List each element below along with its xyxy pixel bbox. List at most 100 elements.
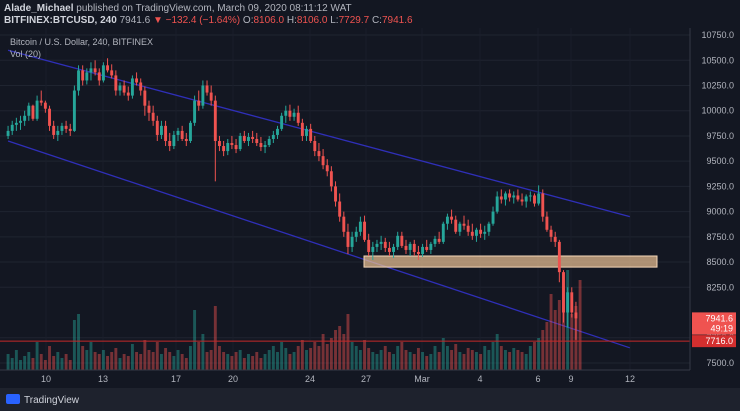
candle-body (305, 128, 308, 136)
candle-body (48, 108, 51, 126)
volume-bar (147, 350, 151, 370)
candle-body (508, 193, 512, 198)
volume-bar (81, 346, 85, 370)
volume-bar (466, 348, 470, 370)
candle-body (371, 246, 375, 252)
candle-body (392, 246, 396, 252)
candle-body (139, 82, 143, 91)
volume-bar (516, 350, 520, 370)
candle-body (218, 140, 221, 147)
volume-bar (48, 346, 51, 370)
volume-bar (458, 352, 462, 370)
volume-bar (504, 350, 507, 370)
candle-body (450, 216, 454, 220)
volume-bar (205, 352, 209, 370)
volume-bar (396, 346, 400, 370)
candle-body (499, 196, 503, 200)
volume-bar (89, 342, 93, 370)
volume-bar (19, 360, 22, 370)
candle-body (193, 100, 197, 123)
candle-body (209, 92, 213, 101)
volume-bar (570, 314, 574, 370)
candle-body (462, 223, 466, 226)
candle-body (354, 231, 358, 237)
candle-body (213, 100, 217, 141)
tradingview-mark-icon (6, 394, 20, 404)
price-chart[interactable]: 10750.0 10500.0 10250.0 10000.0 9750.0 9500.0… (0, 28, 740, 388)
candle-body (358, 221, 362, 232)
volume-bar (52, 356, 56, 370)
candle-body (574, 312, 578, 319)
volume-bar (101, 350, 105, 370)
volume-bar (292, 352, 296, 370)
support-zone (363, 255, 658, 268)
volume-bar (445, 346, 449, 370)
candle-body (570, 292, 574, 313)
candle-body (549, 229, 553, 237)
volume-bar (317, 346, 321, 370)
candle-body (470, 231, 474, 236)
candle-body (110, 70, 114, 76)
footer-bar: TradingView (0, 388, 740, 411)
volume-bar (379, 350, 383, 370)
x-tick-label: 10 (41, 374, 51, 384)
volume-bar (454, 344, 458, 370)
high-label: H: (286, 15, 297, 26)
price-change: ▼ −132.4 (−1.64%) (152, 15, 241, 26)
candle-body (114, 75, 118, 91)
candle-body (528, 195, 532, 197)
volume-bar (474, 352, 478, 370)
x-tick-label: 6 (535, 374, 540, 384)
close-label: C: (371, 15, 382, 26)
volume-bar (367, 348, 371, 370)
author-name[interactable]: Alade_Michael (4, 3, 74, 14)
volume-bar (97, 354, 101, 370)
volume-bar (93, 352, 97, 370)
volume-bar (408, 352, 412, 370)
candle-body (400, 235, 404, 246)
candle-body (441, 223, 445, 242)
volume-bar (421, 352, 425, 370)
volume-bar (400, 342, 404, 370)
candle-body (545, 216, 549, 230)
volume-bar (280, 342, 284, 370)
candle-body (296, 112, 300, 123)
volume-bar (288, 354, 292, 370)
candle-body (247, 136, 250, 141)
y-tick-label: 9750.0 (706, 131, 734, 141)
volume-bar (139, 354, 143, 370)
price-badge (692, 335, 736, 348)
open-value: 8106.0 (253, 15, 285, 26)
candle-body (101, 65, 105, 81)
candle-body (533, 195, 536, 204)
volume-bar (238, 350, 242, 370)
volume-bar (122, 354, 126, 370)
candle-body (89, 68, 93, 73)
candle-body (300, 122, 304, 136)
candle-body (288, 110, 292, 117)
candle-body (118, 85, 122, 91)
volume-bar (135, 352, 139, 370)
volume-bar (309, 348, 313, 370)
candle-body (197, 100, 201, 106)
tradingview-logo[interactable]: TradingView (6, 394, 79, 406)
candle-body (474, 229, 478, 236)
candle-body (466, 225, 470, 232)
volume-bar (164, 348, 168, 370)
volume-bar (118, 358, 122, 370)
chart-area[interactable]: 10750.0 10500.0 10250.0 10000.0 9750.0 9500.0… (0, 28, 740, 398)
y-tick-label: 8750.0 (706, 232, 734, 242)
candle-body (379, 241, 383, 244)
brand-name: TradingView (24, 395, 80, 406)
candle-body (255, 138, 259, 144)
volume-bar (242, 358, 246, 370)
candle-body (280, 115, 284, 129)
candle-body (412, 243, 416, 252)
volume-bar (313, 342, 317, 370)
x-tick-label: 27 (361, 374, 371, 384)
x-tick-label: 12 (625, 374, 635, 384)
volume-bar (541, 330, 545, 370)
volume-bar (193, 310, 197, 370)
volume-bar (545, 322, 549, 370)
y-tick-label: 7500.0 (706, 358, 734, 368)
